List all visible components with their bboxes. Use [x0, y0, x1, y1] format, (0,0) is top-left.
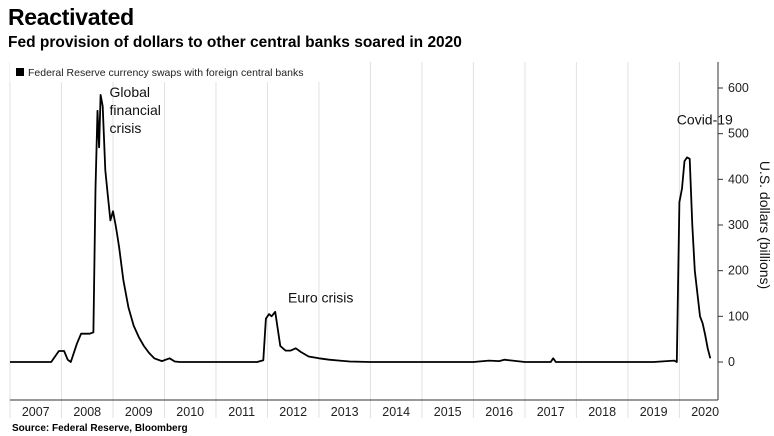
legend: Federal Reserve currency swaps with fore… — [10, 62, 352, 82]
chart-title: Reactivated — [8, 4, 134, 30]
x-tick-label: 2008 — [73, 405, 101, 419]
annotation-line: Covid-19 — [677, 112, 733, 128]
annotation: Covid-19 — [677, 112, 733, 128]
annotation-line: Global — [110, 84, 150, 100]
series-layer — [10, 94, 712, 363]
y-tick-label: 600 — [728, 81, 749, 95]
annotation: Global financial crisis — [110, 84, 161, 136]
x-tick-label: 2019 — [640, 405, 668, 419]
y-tick-label: 400 — [728, 172, 749, 186]
x-tick-label: 2010 — [176, 405, 204, 419]
x-tick-label: 2018 — [588, 405, 616, 419]
x-tick-label: 2007 — [22, 405, 50, 419]
x-tick-label: 2013 — [331, 405, 359, 419]
axes — [10, 62, 719, 401]
x-tick-label: 2011 — [228, 405, 255, 419]
chart-subtitle: Fed provision of dollars to other centra… — [8, 34, 462, 51]
legend-swatch — [16, 68, 24, 76]
y-tick-label: 0 — [728, 355, 735, 369]
x-tick-label: 2016 — [485, 405, 513, 419]
x-tick-label: 2017 — [537, 405, 565, 419]
annotation-line: crisis — [110, 120, 142, 136]
x-tick-label: 2014 — [382, 405, 410, 419]
annotation-line: Euro crisis — [288, 290, 353, 306]
y-axis-label: U.S. dollars (billions) — [757, 161, 773, 289]
grid-lines — [9, 62, 680, 418]
legend-box — [10, 62, 352, 82]
y-tick-label: 200 — [728, 264, 749, 278]
x-tick-label: 2012 — [279, 405, 307, 419]
source-note: Source: Federal Reserve, Bloomberg — [12, 423, 188, 434]
x-tick-label: 2015 — [434, 405, 462, 419]
annotations: Global financial crisis Euro crisis Covid-19 — [110, 84, 734, 306]
series-line — [10, 94, 712, 363]
x-axis-ticks: 2007 2008 2009 2010 2011 2012 2013 2014 2015 2016… — [22, 405, 719, 419]
legend-label: Federal Reserve currency swaps with fore… — [28, 67, 303, 79]
y-axis-ticks: 0 100 200 300 400 500 600 — [718, 81, 749, 369]
y-tick-label: 100 — [728, 309, 749, 323]
annotation: Euro crisis — [288, 290, 353, 306]
x-tick-label: 2020 — [691, 405, 719, 419]
y-tick-label: 500 — [728, 127, 749, 141]
x-tick-label: 2009 — [125, 405, 153, 419]
annotation-line: financial — [110, 102, 161, 118]
y-tick-label: 300 — [728, 218, 749, 232]
